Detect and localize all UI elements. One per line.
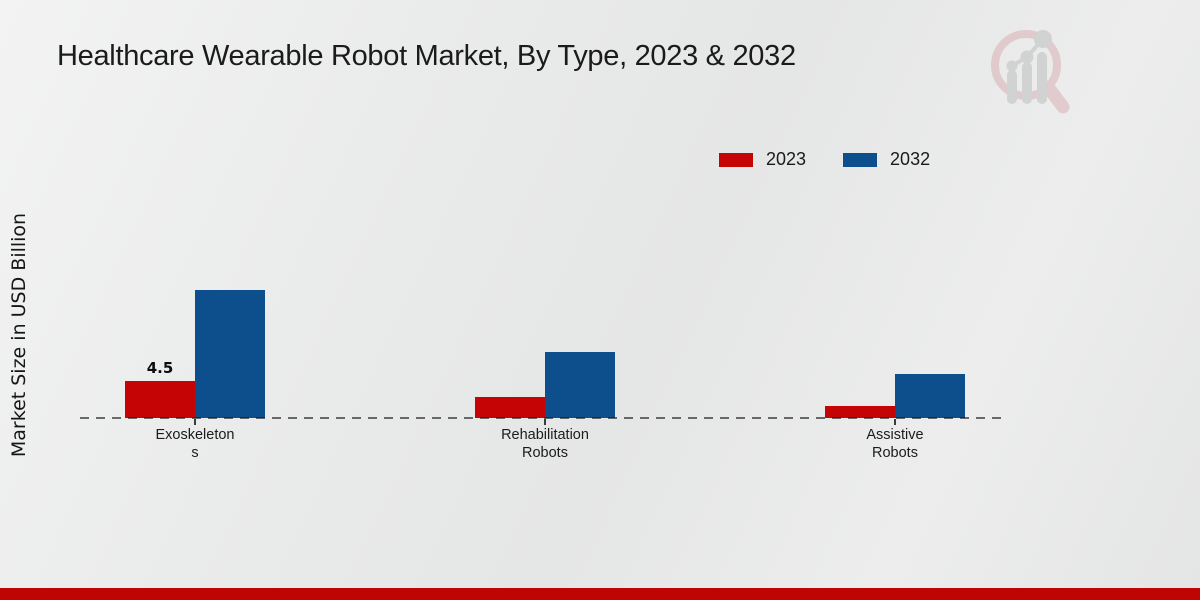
chart-title: Healthcare Wearable Robot Market, By Typ…	[57, 40, 796, 72]
legend-item-2032: 2032	[843, 149, 930, 170]
bottom-red-strip	[0, 588, 1200, 600]
legend-swatch-2032	[843, 152, 878, 167]
x-axis-tick-exoskeletons	[194, 419, 196, 425]
x-axis-tick-rehabilitation-robots	[544, 419, 546, 425]
x-axis-tick-assistive-robots	[894, 419, 896, 425]
bar-2023-exoskeletons	[125, 381, 195, 418]
legend-label-2023: 2023	[766, 149, 807, 169]
bar-2023-assistive-robots	[825, 406, 895, 418]
data-label-2023-exoskeletons: 4.5	[146, 359, 174, 377]
category-label-assistive-robots: Assistive Robots	[866, 427, 924, 461]
legend-item-2023: 2023	[719, 149, 806, 170]
category-label-rehabilitation-robots: Rehabilitation Robots	[501, 427, 589, 461]
legend: 2023 2032	[719, 149, 930, 170]
bar-2032-assistive-robots	[895, 373, 965, 418]
x-axis-baseline	[80, 417, 1008, 419]
category-label-exoskeletons: Exoskeleton s	[155, 427, 235, 461]
legend-label-2032: 2032	[890, 149, 931, 169]
bar-2032-rehabilitation-robots	[545, 352, 615, 418]
legend-swatch-2023	[719, 152, 753, 167]
bar-2023-rehabilitation-robots	[475, 397, 545, 418]
bar-2032-exoskeletons	[195, 289, 265, 418]
magnifier-bar-chart-logo-icon	[991, 30, 1070, 114]
